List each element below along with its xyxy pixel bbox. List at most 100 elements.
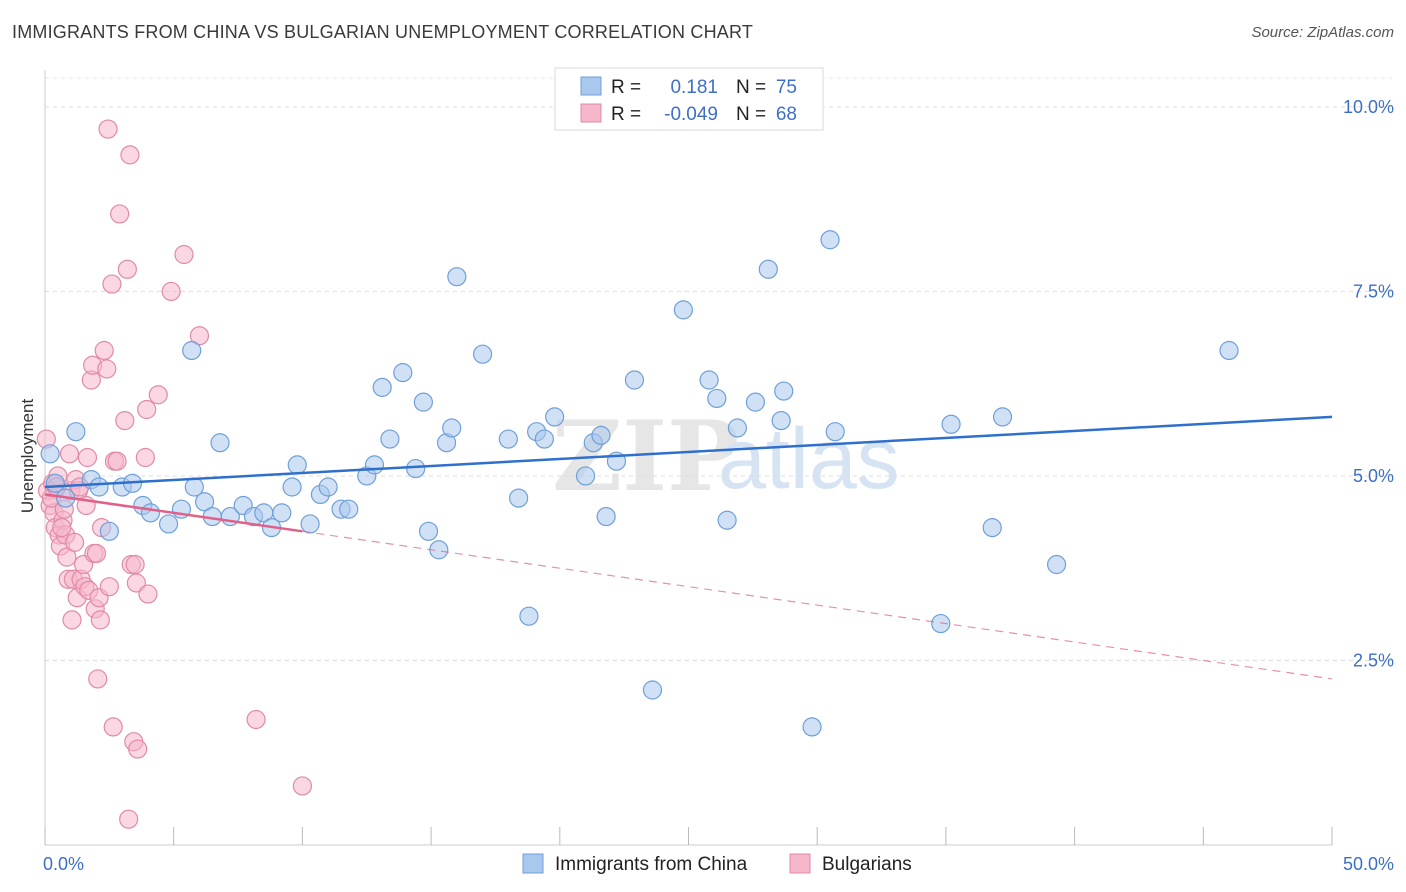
point-china-33 (372, 377, 392, 397)
legend-n-label-bulgarians: N = (736, 104, 766, 125)
source-label: Source: ZipAtlas.com (1251, 24, 1394, 41)
point-bulgarians-53 (128, 739, 148, 759)
point-china-64 (771, 410, 791, 431)
point-china-23 (272, 503, 292, 523)
point-bulgarians-41 (103, 717, 123, 737)
point-china-73 (1046, 554, 1067, 575)
watermark-atlas: atlas (718, 411, 900, 507)
y-tick-label-3: 10.0% (1343, 97, 1394, 117)
point-bulgarians-31 (86, 543, 107, 564)
point-bulgarians-61 (246, 709, 266, 730)
point-china-28 (318, 477, 338, 497)
bottom-legend-swatch-china (522, 853, 544, 874)
point-bulgarians-59 (174, 244, 194, 265)
point-china-10 (140, 503, 161, 523)
y-tick-label-0: 2.5% (1353, 650, 1394, 670)
point-bulgarians-51 (125, 554, 145, 575)
point-china-25 (287, 455, 307, 475)
point-bulgarians-58 (161, 281, 181, 302)
trend-line-bulgarians-extension (302, 530, 1333, 680)
point-china-50 (575, 466, 596, 486)
point-china-15 (194, 492, 215, 512)
legend-r-label-bulgarians: R = (611, 104, 641, 125)
point-bulgarians-57 (148, 385, 168, 405)
point-bulgarians-43 (107, 451, 127, 471)
point-bulgarians-15 (62, 610, 82, 630)
legend-r-label-china: R = (611, 77, 641, 98)
point-bulgarians-47 (119, 809, 139, 829)
point-china-65 (774, 381, 794, 401)
point-bulgarians-39 (99, 577, 119, 597)
point-bulgarians-38 (98, 119, 118, 139)
correlation-legend: R = 0.181 N = 75 R = -0.049 N = 68 (554, 67, 824, 131)
point-china-56 (642, 680, 663, 700)
point-china-62 (745, 392, 766, 412)
x-tick-label-max: 50.0% (1343, 854, 1394, 874)
bottom-legend-label-china: Immigrants from China (555, 854, 748, 875)
point-bulgarians-62 (292, 776, 312, 796)
point-bulgarians-48 (120, 145, 140, 165)
trend-line-china (44, 415, 1333, 489)
point-bulgarians-11 (57, 547, 77, 567)
point-china-24 (282, 477, 302, 497)
point-china-30 (339, 499, 359, 519)
point-china-57 (673, 300, 693, 320)
y-tick-labels: 2.5% 5.0% 7.5% 10.0% (1343, 97, 1394, 671)
legend-n-value-bulgarians: 68 (776, 104, 797, 125)
y-axis-title: Unemployment (18, 399, 37, 514)
point-china-6 (99, 521, 119, 541)
point-china-63 (758, 259, 778, 279)
point-bulgarians-40 (102, 274, 122, 294)
watermark-zip: ZIP (552, 400, 739, 513)
point-bulgarians-52 (126, 573, 146, 593)
legend-r-value-bulgarians: -0.049 (664, 104, 718, 125)
point-bulgarians-44 (110, 204, 130, 224)
point-bulgarians-45 (115, 410, 135, 431)
chart-title: IMMIGRANTS FROM CHINA VS BULGARIAN UNEMP… (12, 22, 754, 42)
point-china-3 (66, 422, 86, 442)
point-bulgarians-60 (189, 326, 210, 346)
point-china-44 (498, 429, 518, 449)
point-china-67 (820, 230, 840, 250)
point-china-61 (727, 418, 748, 438)
x-tick-label-min: 0.0% (43, 854, 84, 874)
legend-n-value-china: 75 (776, 77, 797, 98)
point-china-66 (802, 717, 822, 737)
legend-swatch-china (580, 76, 602, 96)
legend-swatch-bulgarians (580, 103, 602, 123)
grid (45, 77, 1392, 661)
point-china-71 (982, 518, 1002, 538)
point-china-11 (158, 514, 179, 534)
point-china-55 (624, 370, 645, 390)
point-china-42 (447, 267, 467, 287)
legend-n-label-china: N = (736, 77, 766, 98)
point-bulgarians-36 (94, 340, 114, 361)
point-china-43 (472, 344, 493, 364)
point-china-0 (40, 444, 60, 464)
point-china-26 (300, 514, 320, 534)
point-china-32 (364, 455, 385, 475)
point-bulgarians-37 (97, 359, 117, 379)
point-bulgarians-54 (135, 447, 155, 468)
point-china-34 (380, 429, 400, 449)
bottom-legend-swatch-bulgarians (789, 853, 811, 874)
point-china-72 (992, 407, 1013, 427)
point-china-74 (1219, 340, 1239, 361)
point-china-17 (210, 433, 230, 453)
point-china-58 (699, 370, 719, 390)
point-china-69 (931, 613, 951, 634)
y-tick-label-2: 7.5% (1353, 281, 1394, 301)
point-china-38 (418, 521, 439, 541)
point-bulgarians-56 (138, 584, 158, 604)
point-china-13 (182, 340, 202, 361)
point-china-60 (717, 510, 737, 530)
y-tick-label-1: 5.0% (1353, 466, 1394, 486)
point-china-46 (519, 606, 539, 626)
point-china-59 (707, 388, 727, 409)
point-china-5 (89, 477, 109, 497)
point-bulgarians-55 (137, 399, 157, 420)
legend-r-value-china: 0.181 (670, 77, 718, 98)
series-legend: Immigrants from China Bulgarians (522, 853, 912, 875)
point-china-41 (442, 418, 462, 438)
point-china-49 (545, 407, 565, 427)
